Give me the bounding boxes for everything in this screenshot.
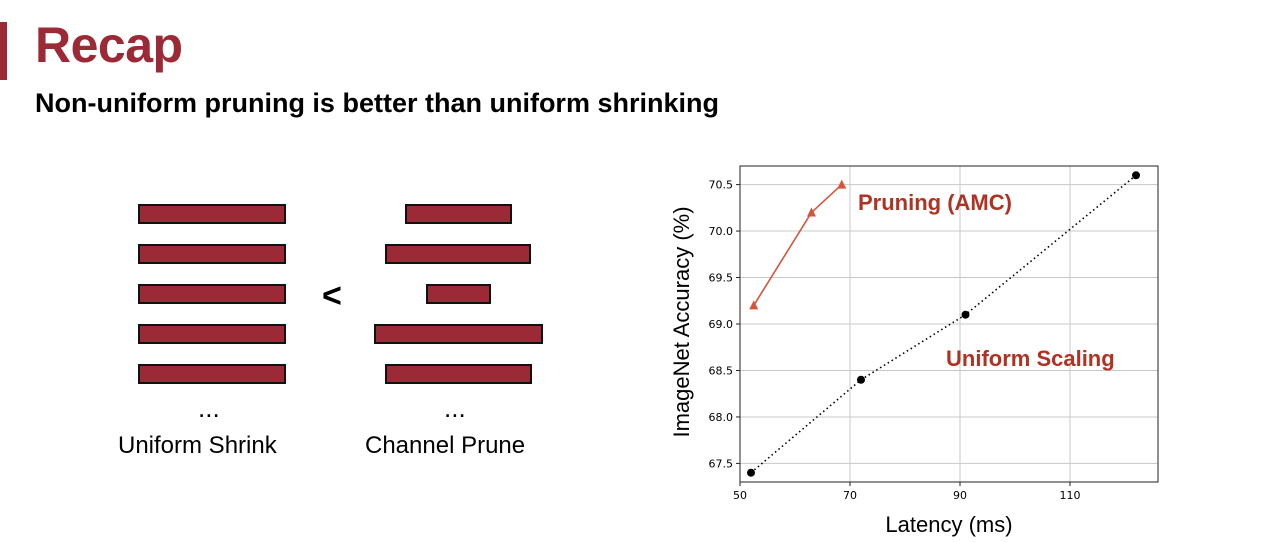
data-point-circle — [961, 310, 970, 319]
y-tick-label: 68.0 — [709, 411, 734, 424]
series-line-0 — [753, 183, 843, 306]
pruned-layer-bar — [426, 284, 491, 304]
slide-subtitle: Non-uniform pruning is better than unifo… — [35, 88, 719, 118]
title-accent-bar — [0, 22, 7, 80]
data-point-triangle — [807, 207, 816, 217]
y-axis-label: ImageNet Accuracy (%) — [669, 206, 694, 437]
data-point-circle — [747, 468, 755, 477]
y-tick-label: 70.0 — [709, 225, 734, 238]
data-point-triangle — [837, 179, 847, 189]
pruned-layer-bar — [374, 324, 543, 344]
y-tick-label: 68.5 — [709, 364, 734, 377]
pruned-layer-bar — [385, 364, 532, 384]
layer-diagram: ... Uniform Shrink < ... Channel Prune — [0, 0, 600, 542]
y-tick-label: 69.5 — [709, 272, 734, 285]
slide-title: Recap — [35, 17, 183, 73]
channel-prune-caption: Channel Prune — [365, 432, 526, 459]
data-point-triangle — [749, 300, 759, 310]
uniform-ellipsis: ... — [198, 393, 220, 423]
x-tick-label: 70 — [843, 489, 857, 502]
series-label-uniform-scaling: Uniform Scaling — [946, 346, 1115, 371]
pruned-layer-bar — [385, 244, 531, 264]
uniform-layer-bar — [138, 244, 286, 264]
y-tick-label: 67.5 — [709, 457, 734, 470]
uniform-layer-bar — [138, 204, 286, 224]
y-tick-label: 70.5 — [709, 179, 734, 192]
accuracy-latency-chart: 50 70 90 110 67.5 68.0 68.5 69.0 69.5 70.0 70.5 Lat… — [669, 165, 1159, 537]
pruned-ellipsis: ... — [444, 393, 466, 423]
uniform-shrink-caption: Uniform Shrink — [118, 432, 277, 459]
x-axis-label: Latency (ms) — [885, 512, 1012, 537]
x-tick-label: 50 — [733, 489, 747, 502]
data-point-circle — [857, 375, 865, 384]
uniform-layer-bar — [138, 364, 286, 384]
uniform-layer-bar — [138, 324, 286, 344]
data-point-circle — [1132, 171, 1140, 180]
y-tick-label: 69.0 — [709, 318, 734, 331]
x-tick-label: 110 — [1060, 489, 1081, 502]
uniform-layer-bar — [138, 284, 286, 304]
series-line-1 — [750, 174, 1137, 474]
x-tick-label: 90 — [953, 489, 967, 502]
pruned-layer-bar — [405, 204, 512, 224]
less-than-symbol: < — [322, 277, 342, 315]
series-label-pruning-amc: Pruning (AMC) — [858, 190, 1012, 215]
